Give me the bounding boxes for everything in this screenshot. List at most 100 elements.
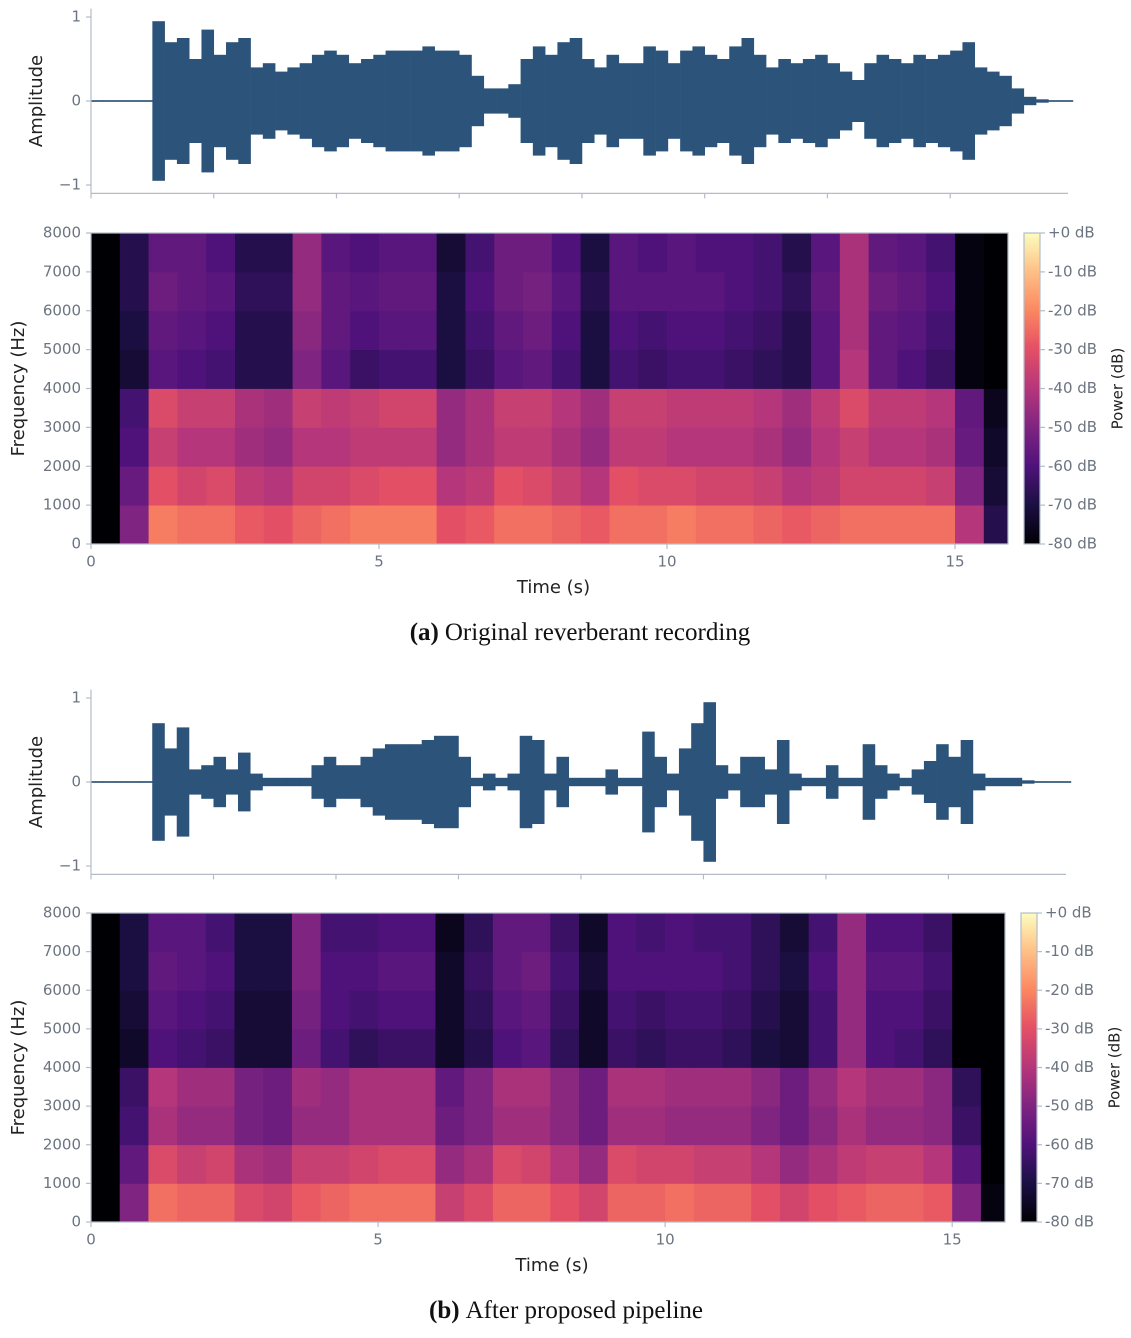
waveform-segment [691,723,704,841]
waveform-segment [972,773,986,791]
spectrogram-cell [523,388,553,428]
spectrogram-cell [464,913,494,953]
colorbar-tick-label: -10 dB [1048,262,1097,280]
spectrogram-cell [894,1067,924,1107]
spectrogram-cell [580,349,610,389]
spectrogram-cell [378,1106,408,1146]
spectrogram-cell [263,310,294,351]
spectrogram-cell [263,466,294,506]
spectrogram-cell [550,1183,580,1222]
spectrogram-cell [808,1144,838,1184]
spectrogram-cell [379,349,409,389]
spectrogram-cell [263,1028,293,1068]
waveform-segment [507,773,521,791]
spectrogram-cell [550,1028,580,1068]
colorbar-tick-label: -50 dB [1045,1097,1094,1115]
spectrogram-cell [839,349,870,389]
spectrogram-cell [607,1067,637,1107]
spectrogram-cell [91,233,121,273]
waveform-segment [127,100,141,102]
spectrogram [91,913,1005,1222]
spectrogram-cell [837,1106,867,1146]
spectrogram-cell [779,1144,810,1184]
x-tick-label: 0 [86,553,96,571]
waveform-segment [544,773,557,791]
spectrogram-cell [782,388,812,428]
spectrogram-cell [494,349,524,389]
spectrogram-cell [321,505,351,544]
waveform-segment [1046,781,1059,783]
spectrogram-cell [667,388,697,428]
spectrogram-cell [119,427,150,467]
waveform-segment [704,54,718,148]
x-axis-label: Time (s) [514,1255,588,1276]
y-tick-label: 5000 [43,1019,81,1037]
y-tick-label: 3000 [43,418,81,436]
spectrogram-cell [406,1183,436,1222]
spectrogram-cell [177,1144,207,1184]
spectrogram-cell [811,505,841,544]
waveform-segment [496,88,509,114]
spectrogram-cell [350,233,380,273]
waveform-segment [176,727,190,837]
spectrogram-cell [436,427,466,467]
waveform-segment [238,38,251,164]
spectrogram-cell [693,1144,723,1184]
spectrogram-cell [955,349,985,389]
waveform-segment [458,756,472,808]
spectrogram-cell [378,1144,408,1184]
spectrogram-cell [349,1144,379,1184]
spectrogram-cell [119,1183,149,1222]
waveform-segment [385,50,399,152]
waveform-segment [654,756,667,808]
spectrogram-cell [579,1028,609,1068]
spectrogram-cell [523,233,553,273]
spectrogram-cell [638,388,668,428]
y-axis-label: Frequency (Hz) [8,321,29,457]
spectrogram-cell [782,505,812,544]
spectrogram-cell [894,1028,924,1068]
waveform-segment [569,38,583,164]
y-tick-label: 7000 [43,262,81,280]
waveform-segment [913,54,926,148]
spectrogram-cell [379,505,409,544]
y-tick-label: 3000 [43,1097,81,1115]
waveform-segment [421,740,435,824]
waveform-segment [311,765,325,799]
spectrogram-cell [952,1144,982,1184]
spectrogram-cell [894,1144,924,1184]
spectrogram-cell [206,349,236,389]
spectrogram-cell [779,951,810,991]
spectrogram-cell [779,1067,810,1107]
spectrogram-cell [523,466,553,506]
spectrogram-cell [148,427,178,467]
spectrogram-cell [407,271,438,312]
waveform-segment [459,54,472,148]
y-axis-label: Amplitude [26,55,47,147]
spectrogram-cell [235,233,265,273]
spectrogram-cell [235,349,265,389]
waveform-segment [164,42,178,160]
spectrogram-cell [952,913,982,953]
spectrogram-cell [952,990,982,1030]
spectrogram-cell [320,913,350,953]
spectrogram-cell [722,1106,752,1146]
spectrogram-cell [406,1106,436,1146]
spectrogram-cell [177,1106,207,1146]
x-tick-label: 5 [374,553,384,571]
colorbar-tick-label: -20 dB [1048,301,1097,319]
spectrogram-cell [609,310,639,351]
spectrogram-cell [148,951,178,991]
waveform-segment [580,777,594,787]
waveform-segment [741,38,755,164]
colorbar [1021,913,1037,1222]
y-tick-label: 4000 [43,1058,81,1076]
spectrogram-cell [119,388,150,428]
spectrogram-cell [551,505,582,544]
spectrogram-cell [494,427,524,467]
spectrogram-cell [464,951,494,991]
spectrogram-cell [782,427,812,467]
spectrogram-cell [636,1183,666,1222]
spectrogram-cell [235,427,265,467]
